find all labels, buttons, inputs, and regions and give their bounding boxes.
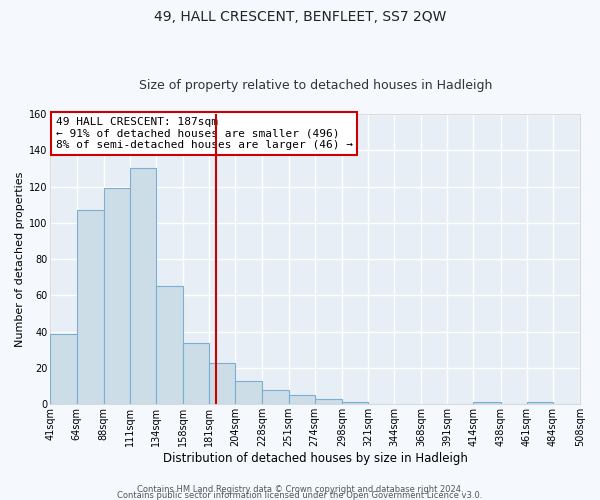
Bar: [130, 168, 156, 404]
Bar: [77, 210, 104, 404]
Bar: [156, 286, 183, 405]
Bar: [50, 334, 77, 404]
Title: Size of property relative to detached houses in Hadleigh: Size of property relative to detached ho…: [139, 79, 492, 92]
Bar: [342, 402, 368, 404]
Y-axis label: Number of detached properties: Number of detached properties: [15, 172, 25, 347]
Bar: [235, 380, 262, 404]
Text: Contains HM Land Registry data © Crown copyright and database right 2024.: Contains HM Land Registry data © Crown c…: [137, 484, 463, 494]
X-axis label: Distribution of detached houses by size in Hadleigh: Distribution of detached houses by size …: [163, 452, 467, 465]
Text: Contains public sector information licensed under the Open Government Licence v3: Contains public sector information licen…: [118, 490, 482, 500]
Bar: [314, 399, 342, 404]
Text: 49, HALL CRESCENT, BENFLEET, SS7 2QW: 49, HALL CRESCENT, BENFLEET, SS7 2QW: [154, 10, 446, 24]
Bar: [289, 395, 314, 404]
Text: 49 HALL CRESCENT: 187sqm
← 91% of detached houses are smaller (496)
8% of semi-d: 49 HALL CRESCENT: 187sqm ← 91% of detach…: [56, 117, 353, 150]
Bar: [183, 342, 209, 404]
Bar: [262, 390, 289, 404]
Bar: [209, 362, 235, 405]
Bar: [527, 402, 553, 404]
Bar: [473, 402, 500, 404]
Bar: [104, 188, 130, 404]
